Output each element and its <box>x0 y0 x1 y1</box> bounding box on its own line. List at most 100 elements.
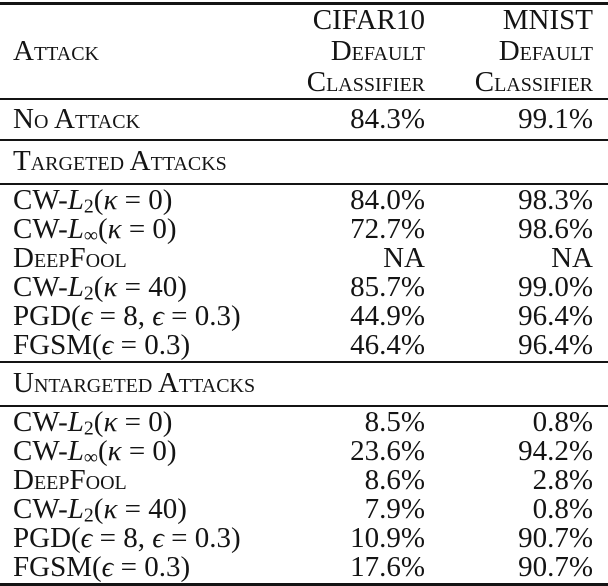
attack-name-cell: CW-L2(κ = 40) <box>0 493 260 527</box>
label-segment: CW- <box>13 493 68 525</box>
mnist-value-cell: 98.6% <box>518 213 593 245</box>
header-line: Default <box>498 35 593 67</box>
label-segment: CW- <box>13 435 68 467</box>
col-header-attack: Attack <box>0 3 260 100</box>
attack-name-cell: PGD(ϵ = 8, ϵ = 0.3) <box>0 524 260 553</box>
mnist-value-cell: 0.8% <box>532 406 593 438</box>
cifar10-value-cell: 84.3% <box>260 99 425 141</box>
label-segment: DeepFool <box>13 242 127 274</box>
label-segment: CW- <box>13 271 68 303</box>
cifar10-value-cell: 23.6% <box>350 435 425 467</box>
section-title: Targeted Attacks <box>0 139 608 185</box>
label-segment: CW- <box>13 184 68 216</box>
label-segment: κ <box>103 493 118 525</box>
attack-name-cell: FGSM(ϵ = 0.3) <box>0 331 260 362</box>
table-row: CW-L2(κ = 0) 84.0% 98.3% <box>0 184 608 217</box>
table-row: PGD(ϵ = 8, ϵ = 0.3) 44.9% 96.4% <box>0 302 608 331</box>
cifar10-value-cell: 84.0% <box>350 184 425 216</box>
label-segment: FGSM( <box>13 551 102 583</box>
label-segment: = 8, <box>92 522 153 554</box>
label-segment: ( <box>97 213 108 245</box>
table-row: CW-L∞(κ = 0) 72.7% 98.6% <box>0 213 608 247</box>
attack-name-cell: DeepFool <box>0 244 260 273</box>
label-segment: 2 <box>83 417 94 440</box>
label-segment: = 0) <box>117 406 173 438</box>
table-row-no-attack: No Attack 84.3% 99.1% <box>0 99 608 141</box>
table-row: CW-L2(κ = 0) 8.5% 0.8% <box>0 406 608 440</box>
section-header-row-untargeted: Untargeted Attacks <box>0 361 608 407</box>
label-segment: ϵ <box>101 329 114 361</box>
label-segment: = 0.3) <box>113 551 191 583</box>
header-line: Classifier <box>306 66 425 98</box>
table-row: DeepFool NA NA <box>0 244 608 273</box>
label-segment: κ <box>103 271 118 303</box>
table-row: CW-L∞(κ = 0) 23.6% 94.2% <box>0 435 608 468</box>
table-row: FGSM(ϵ = 0.3) 46.4% 96.4% <box>0 331 608 362</box>
mnist-value-cell: 99.1% <box>425 99 608 141</box>
cifar10-value-cell: 7.9% <box>364 493 425 525</box>
label-segment: PGD( <box>13 300 81 332</box>
label-segment: PGD( <box>13 522 81 554</box>
cifar10-value-cell: 46.4% <box>350 329 425 361</box>
label-segment: ϵ <box>152 522 164 554</box>
attack-name-cell: PGD(ϵ = 8, ϵ = 0.3) <box>0 302 260 331</box>
mnist-value-cell: 2.8% <box>532 464 593 496</box>
label-segment: ( <box>93 184 104 216</box>
label-segment: κ <box>103 184 118 216</box>
cifar10-value-cell: 17.6% <box>350 551 425 583</box>
table-row: DeepFool 8.6% 2.8% <box>0 466 608 495</box>
table-row: PGD(ϵ = 8, ϵ = 0.3) 10.9% 90.7% <box>0 524 608 553</box>
label-segment: FGSM( <box>13 329 102 361</box>
label-segment: L <box>67 406 84 438</box>
label-segment: = 0) <box>121 435 177 467</box>
label-segment: ∞ <box>83 224 98 247</box>
section-title: Untargeted Attacks <box>0 361 608 407</box>
label-segment: κ <box>107 213 122 245</box>
label-segment: ( <box>93 493 104 525</box>
label-segment: κ <box>107 435 122 467</box>
cifar10-value-cell: NA <box>383 242 425 274</box>
mnist-value-cell: 96.4% <box>518 329 593 361</box>
cifar10-value-cell: 85.7% <box>350 271 425 303</box>
cifar10-value-cell: 8.5% <box>364 406 425 438</box>
label-segment: ϵ <box>80 522 93 554</box>
attack-name-cell: FGSM(ϵ = 0.3) <box>0 553 260 585</box>
table-row: FGSM(ϵ = 0.3) 17.6% 90.7% <box>0 553 608 585</box>
attack-name-cell: DeepFool <box>0 466 260 495</box>
mnist-value-cell: NA <box>551 242 593 274</box>
label-segment: ϵ <box>80 300 93 332</box>
cifar10-value-cell: 44.9% <box>350 300 425 332</box>
table-row: CW-L2(κ = 40) 7.9% 0.8% <box>0 493 608 527</box>
section-header-row-targeted: Targeted Attacks <box>0 139 608 185</box>
attack-name-cell: CW-L∞(κ = 0) <box>0 435 260 468</box>
label-segment: = 40) <box>117 271 187 303</box>
header-line: MNIST <box>502 4 593 36</box>
mnist-value-cell: 94.2% <box>518 435 593 467</box>
label-segment: ( <box>97 435 108 467</box>
label-segment: = 0.3) <box>163 300 241 332</box>
label-segment: L <box>67 435 84 467</box>
label-segment: 2 <box>83 504 94 527</box>
label-segment: = 40) <box>117 493 187 525</box>
attack-name-cell: CW-L∞(κ = 0) <box>0 213 260 247</box>
cifar10-value-cell: 72.7% <box>350 213 425 245</box>
attack-name-cell: No Attack <box>0 99 260 141</box>
label-segment: ( <box>93 406 104 438</box>
attack-name-cell: CW-L2(κ = 0) <box>0 406 260 440</box>
col-header-cifar10-default-classifier: CIFAR10 Default Classifier <box>260 3 425 100</box>
mnist-value-cell: 99.0% <box>518 271 593 303</box>
label-segment: L <box>67 271 84 303</box>
header-line: Classifier <box>474 66 593 98</box>
label-segment: = 0) <box>121 213 177 245</box>
label-segment: κ <box>103 406 118 438</box>
header-line: CIFAR10 <box>312 4 425 36</box>
label-segment: ( <box>93 271 104 303</box>
cifar10-value-cell: 8.6% <box>364 464 425 496</box>
header-row: Attack CIFAR10 Default Classifier MNIST … <box>0 3 608 100</box>
label-segment: = 0.3) <box>163 522 241 554</box>
label-segment: ϵ <box>101 551 114 583</box>
label-segment: CW- <box>13 213 68 245</box>
col-header-mnist-default-classifier: MNIST Default Classifier <box>425 3 608 100</box>
header-line: Default <box>330 35 425 67</box>
